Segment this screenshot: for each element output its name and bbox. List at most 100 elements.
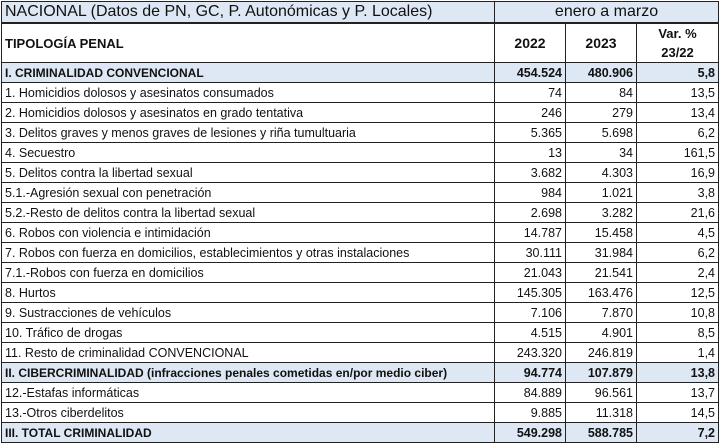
period-header: enero a marzo xyxy=(493,1,720,24)
variation-value: 13,4 xyxy=(635,102,720,123)
variation-header: Var. % 23/22 xyxy=(635,22,720,63)
row-label: 7. Robos con fuerza en domicilios, estab… xyxy=(1,242,495,263)
header-row: TIPOLOGÍA PENAL 2022 2023 Var. % 23/22 xyxy=(1,22,720,63)
value-2023: 84 xyxy=(565,82,637,103)
value-2022: 74 xyxy=(494,82,566,103)
table-row: 2. Homicidios dolosos y asesinatos en gr… xyxy=(1,102,720,123)
value-2023: 279 xyxy=(565,102,637,123)
value-2023: 480.906 xyxy=(565,62,637,83)
row-label: 5.2.-Resto de delitos contra la libertad… xyxy=(1,202,495,223)
title-row: NACIONAL (Datos de PN, GC, P. Autonómica… xyxy=(1,1,720,24)
value-2022: 13 xyxy=(494,142,566,163)
variation-value: 5,8 xyxy=(635,62,720,83)
variation-value: 14,5 xyxy=(635,402,720,423)
value-2022: 3.682 xyxy=(494,162,566,183)
variation-value: 161,5 xyxy=(635,142,720,163)
row-label: 5. Delitos contra la libertad sexual xyxy=(1,162,495,183)
table-row: 12.-Estafas informáticas 84.889 96.561 13,7 xyxy=(1,382,720,403)
variation-header-line1: Var. % xyxy=(658,26,697,41)
row-label: 9. Sustracciones de vehículos xyxy=(1,302,495,323)
value-2022: 9.885 xyxy=(494,402,566,423)
table-row: 4. Secuestro 13 34 161,5 xyxy=(1,142,720,163)
row-label: 6. Robos con violencia e intimidación xyxy=(1,222,495,243)
variation-value: 21,6 xyxy=(635,202,720,223)
variation-value: 4,5 xyxy=(635,222,720,243)
value-2023: 34 xyxy=(565,142,637,163)
table-row: 5. Delitos contra la libertad sexual 3.68… xyxy=(1,162,720,183)
table-row: 10. Tráfico de drogas 4.515 4.901 8,5 xyxy=(1,322,720,343)
variation-header-line2: 23/22 xyxy=(661,45,694,60)
table-row: 5.2.-Resto de delitos contra la libertad… xyxy=(1,202,720,223)
table-row: 8. Hurtos 145.305 163.476 12,5 xyxy=(1,282,720,303)
variation-value: 1,4 xyxy=(635,342,720,363)
value-2022: 30.111 xyxy=(494,242,566,263)
variation-value: 13,5 xyxy=(635,82,720,103)
value-2023: 1.021 xyxy=(565,182,637,203)
row-label: I. CRIMINALIDAD CONVENCIONAL xyxy=(1,62,495,83)
row-label: 5.1.-Agresión sexual con penetración xyxy=(1,182,495,203)
variation-value: 7,2 xyxy=(635,422,720,443)
value-2022: 94.774 xyxy=(494,362,566,383)
value-2023: 15.458 xyxy=(565,222,637,243)
row-label: II. CIBERCRIMINALIDAD (infracciones pena… xyxy=(1,362,495,383)
row-label: 2. Homicidios dolosos y asesinatos en gr… xyxy=(1,102,495,123)
value-2022: 84.889 xyxy=(494,382,566,403)
table-row: 5.1.-Agresión sexual con penetración 984 1… xyxy=(1,182,720,203)
variation-value: 6,2 xyxy=(635,122,720,143)
section-row: II. CIBERCRIMINALIDAD (infracciones pena… xyxy=(1,362,720,383)
value-2023: 4.901 xyxy=(565,322,637,343)
row-label: 12.-Estafas informáticas xyxy=(1,382,495,403)
row-label: 13.-Otros ciberdelitos xyxy=(1,402,495,423)
value-2022: 2.698 xyxy=(494,202,566,223)
table-title: NACIONAL (Datos de PN, GC, P. Autonómica… xyxy=(1,1,495,24)
value-2022: 984 xyxy=(494,182,566,203)
value-2022: 549.298 xyxy=(494,422,566,443)
value-2022: 14.787 xyxy=(494,222,566,243)
value-2023: 588.785 xyxy=(565,422,637,443)
variation-value: 10,8 xyxy=(635,302,720,323)
table-row: 9. Sustracciones de vehículos 7.106 7.870 1… xyxy=(1,302,720,323)
section-row: III. TOTAL CRIMINALIDAD 549.298 588.785 7,2 xyxy=(1,422,720,443)
variation-value: 2,4 xyxy=(635,262,720,283)
value-2022: 7.106 xyxy=(494,302,566,323)
value-2023: 4.303 xyxy=(565,162,637,183)
year-2023-header: 2023 xyxy=(565,22,637,63)
value-2023: 96.561 xyxy=(565,382,637,403)
table-row: 1. Homicidios dolosos y asesinatos consu… xyxy=(1,82,720,103)
value-2022: 246 xyxy=(494,102,566,123)
value-2023: 31.984 xyxy=(565,242,637,263)
table-row: 7. Robos con fuerza en domicilios, estab… xyxy=(1,242,720,263)
typology-header: TIPOLOGÍA PENAL xyxy=(1,22,495,63)
variation-value: 8,5 xyxy=(635,322,720,343)
row-label: III. TOTAL CRIMINALIDAD xyxy=(1,422,495,443)
row-label: 7.1.-Robos con fuerza en domicilios xyxy=(1,262,495,283)
value-2022: 5.365 xyxy=(494,122,566,143)
value-2022: 4.515 xyxy=(494,322,566,343)
section-row: I. CRIMINALIDAD CONVENCIONAL 454.524 480.9… xyxy=(1,62,720,83)
row-label: 8. Hurtos xyxy=(1,282,495,303)
value-2023: 163.476 xyxy=(565,282,637,303)
value-2022: 21.043 xyxy=(494,262,566,283)
row-label: 10. Tráfico de drogas xyxy=(1,322,495,343)
value-2023: 5.698 xyxy=(565,122,637,143)
table-row: 3. Delitos graves y menos graves de lesi… xyxy=(1,122,720,143)
variation-value: 13,8 xyxy=(635,362,720,383)
row-label: 1. Homicidios dolosos y asesinatos consu… xyxy=(1,82,495,103)
variation-value: 12,5 xyxy=(635,282,720,303)
value-2023: 3.282 xyxy=(565,202,637,223)
value-2023: 107.879 xyxy=(565,362,637,383)
value-2022: 243.320 xyxy=(494,342,566,363)
value-2023: 11.318 xyxy=(565,402,637,423)
table-row: 11. Resto de criminalidad CONVENCIONAL 24… xyxy=(1,342,720,363)
row-label: 4. Secuestro xyxy=(1,142,495,163)
row-label: 11. Resto de criminalidad CONVENCIONAL xyxy=(1,342,495,363)
table-row: 7.1.-Robos con fuerza en domicilios 21.04… xyxy=(1,262,720,283)
variation-value: 3,8 xyxy=(635,182,720,203)
value-2022: 454.524 xyxy=(494,62,566,83)
value-2023: 246.819 xyxy=(565,342,637,363)
value-2022: 145.305 xyxy=(494,282,566,303)
value-2023: 7.870 xyxy=(565,302,637,323)
variation-value: 6,2 xyxy=(635,242,720,263)
table-row: 13.-Otros ciberdelitos 9.885 11.318 14,5 xyxy=(1,402,720,423)
